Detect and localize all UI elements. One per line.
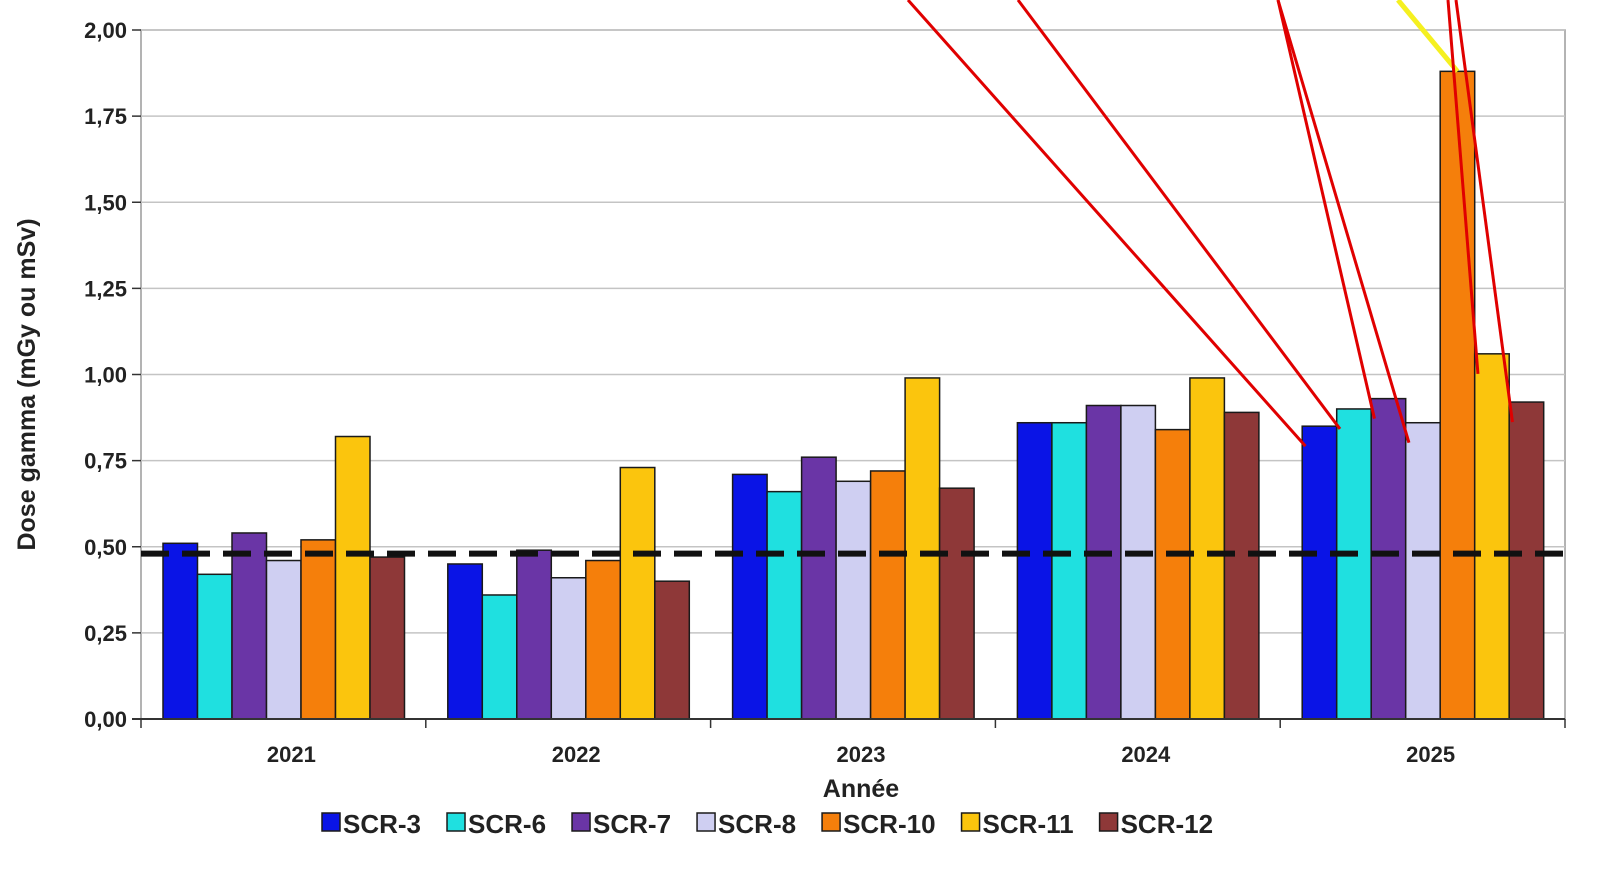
annotation-lines	[906, 0, 1514, 448]
bar-scr-11-2022	[619, 466, 656, 720]
bar-scr-12-2022	[654, 580, 691, 720]
bar-scr-8-2025	[1404, 421, 1441, 720]
bar-scr-7-2023	[800, 456, 837, 720]
bar-scr-11-2025	[1473, 353, 1510, 720]
bar-scr-8-2021	[265, 559, 302, 720]
y-tick-label: 2,00	[84, 18, 127, 43]
bar-scr-10-2022	[585, 559, 622, 720]
bar-scr-11-2021	[334, 435, 371, 720]
bar-scr-3-2022	[447, 563, 484, 720]
y-tick-label: 1,00	[84, 363, 127, 388]
legend-swatch-scr-7	[571, 812, 591, 832]
legend: SCR-3 SCR-6 SCR-7 SCR-8 SCR-10 SCR-11 SCR-12	[321, 809, 1213, 839]
x-tick-label: 2025	[1406, 742, 1455, 767]
pointer-line	[1276, 0, 1411, 444]
bar-scr-6-2022	[481, 594, 518, 720]
bar-scr-12-2021	[369, 556, 406, 720]
bar-scr-6-2023	[766, 490, 803, 720]
bar-scr-8-2024	[1120, 404, 1157, 720]
legend-swatch-scr-11	[960, 812, 981, 832]
bar-scr-10-2024	[1154, 428, 1191, 720]
pointer-line	[1276, 0, 1376, 419]
y-tick-label: 1,75	[84, 104, 127, 129]
pointer-line	[1016, 0, 1342, 430]
legend-swatch-scr-8	[696, 812, 716, 832]
x-tick-label: 2022	[552, 742, 601, 767]
legend-label-scr-10: SCR-10	[843, 809, 935, 839]
bar-scr-6-2024	[1051, 421, 1088, 720]
pointer-line	[1446, 0, 1480, 374]
bar-scr-11-2024	[1189, 377, 1226, 720]
y-axis-title: Dose gamma (mGy ou mSv)	[13, 218, 41, 550]
bar-scr-12-2023	[938, 487, 975, 720]
legend-label-scr-3: SCR-3	[343, 809, 421, 839]
bar-scr-7-2022	[516, 549, 553, 720]
x-tick-label: 2021	[267, 742, 316, 767]
legend-swatch-scr-10	[821, 812, 841, 832]
legend-label-scr-6: SCR-6	[468, 809, 546, 839]
y-tick-label: 1,25	[84, 276, 127, 301]
bar-scr-10-2023	[869, 470, 906, 720]
bar-scr-3-2025	[1301, 425, 1338, 720]
bar-scr-7-2025	[1370, 397, 1407, 720]
legend-swatch-scr-3	[321, 812, 341, 832]
y-tick-label: 0,25	[84, 621, 127, 646]
legend-label-scr-11: SCR-11	[983, 809, 1074, 839]
bar-scr-3-2023	[731, 473, 768, 720]
bar-scr-8-2022	[550, 577, 587, 720]
legend-label-scr-12: SCR-12	[1121, 809, 1213, 839]
bar-scr-12-2024	[1223, 411, 1260, 720]
bar-scr-11-2023	[904, 377, 941, 720]
x-axis-title: Année	[823, 775, 900, 803]
y-tick-label: 0,75	[84, 449, 127, 474]
legend-label-scr-7: SCR-7	[593, 809, 671, 839]
bar-scr-3-2021	[162, 542, 199, 720]
bar-scr-8-2023	[835, 480, 872, 720]
legend-swatch-scr-12	[1098, 812, 1119, 832]
x-tick-label: 2023	[837, 742, 886, 767]
pointer-line	[906, 0, 1307, 448]
bar-scr-7-2024	[1085, 404, 1122, 720]
highlight-pointer-line	[1396, 0, 1460, 73]
legend-swatch-scr-6	[446, 812, 466, 832]
bar-scr-12-2025	[1508, 401, 1545, 720]
y-tick-label: 0,50	[84, 535, 127, 560]
bar-scr-6-2025	[1335, 408, 1372, 720]
bar-scr-3-2024	[1016, 421, 1053, 720]
bar-scr-7-2021	[231, 532, 268, 720]
legend-label-scr-8: SCR-8	[718, 809, 796, 839]
bar-scr-10-2025	[1439, 70, 1476, 720]
bar-scr-10-2021	[300, 539, 337, 720]
x-tick-label: 2024	[1121, 742, 1171, 767]
y-tick-label: 0,00	[84, 707, 127, 732]
pointer-line	[1454, 0, 1514, 423]
bar-scr-6-2021	[196, 573, 233, 720]
y-tick-label: 1,50	[84, 190, 127, 215]
axes: 0,00 0,25 0,50 0,75 1,00 1,25 1,50 1,75 2,00 2021…	[84, 18, 1566, 767]
